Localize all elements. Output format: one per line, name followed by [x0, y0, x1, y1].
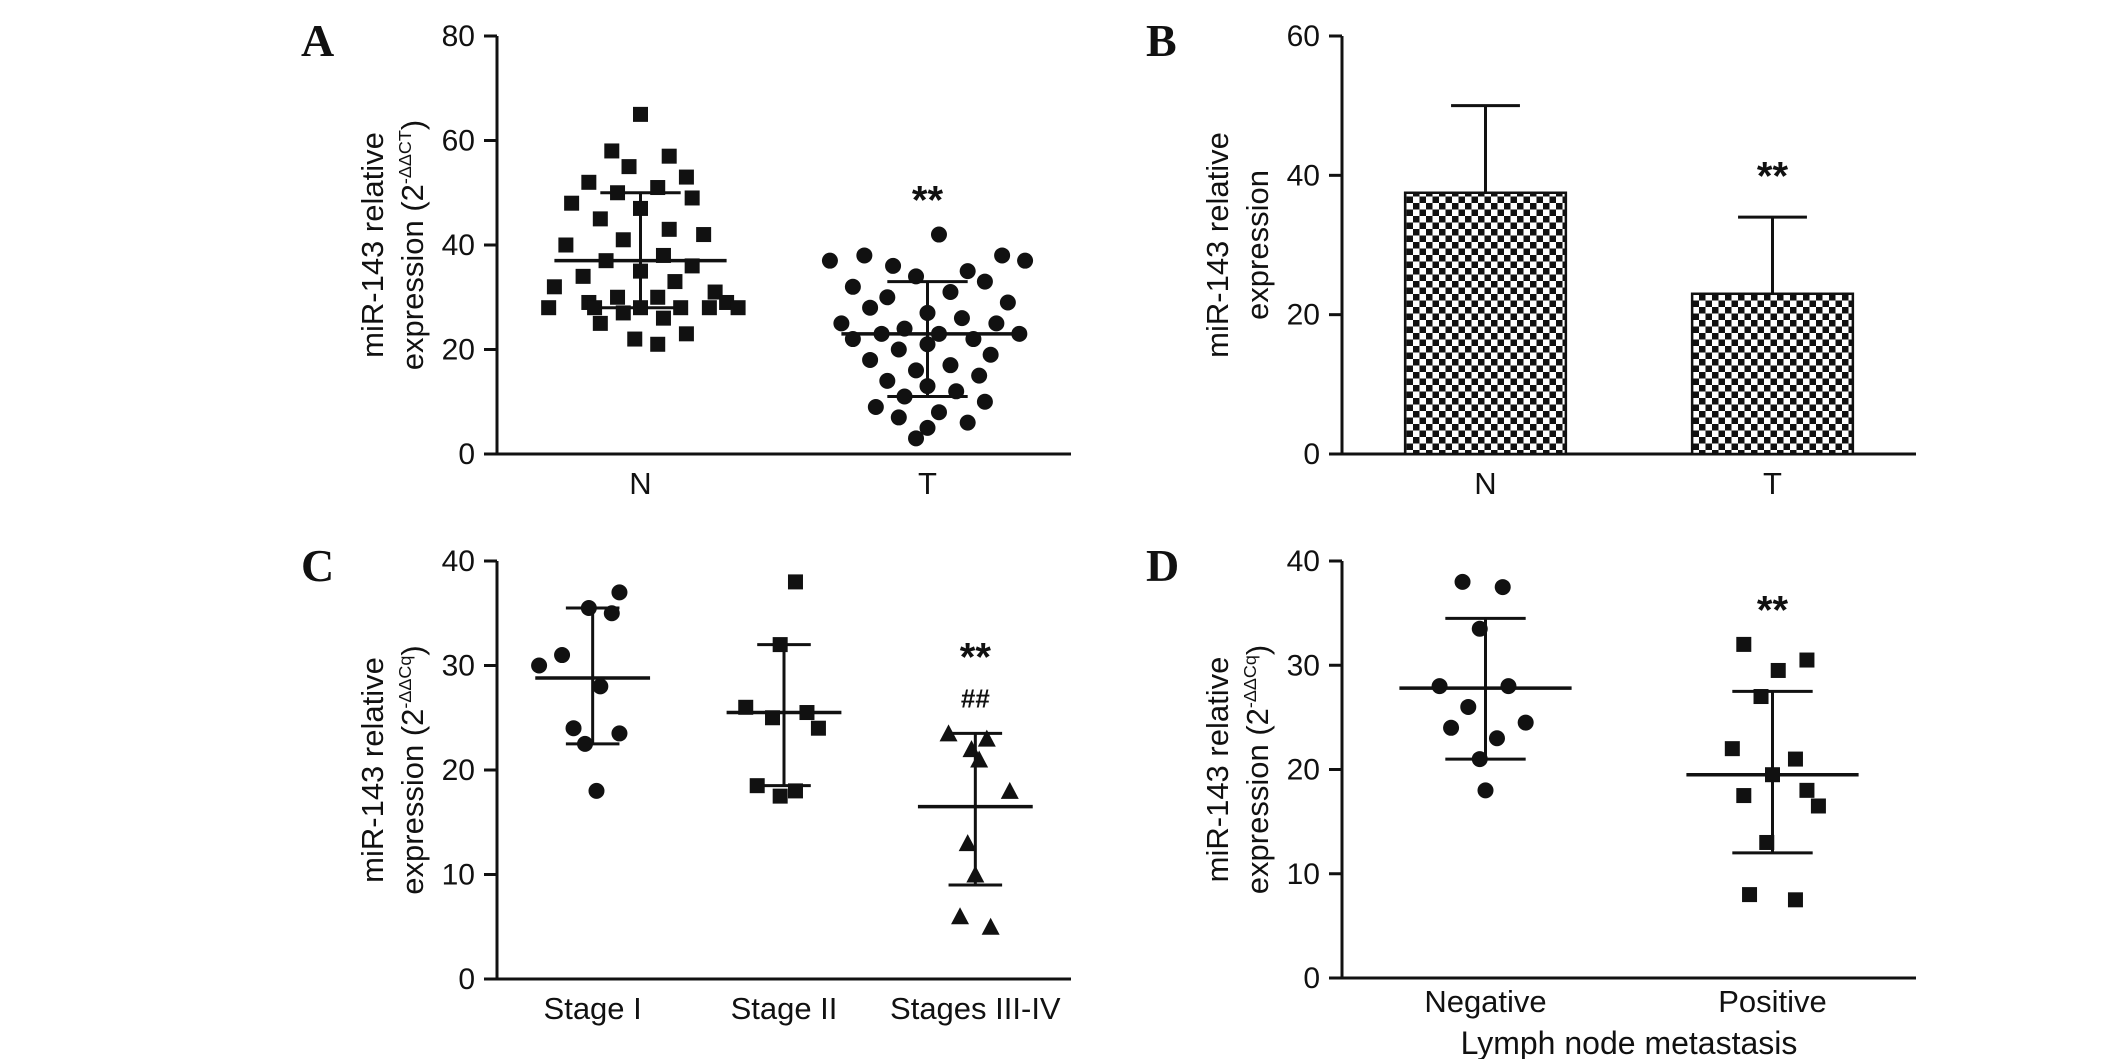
- svg-text:Positive: Positive: [1718, 984, 1827, 1019]
- svg-text:0: 0: [1303, 962, 1320, 995]
- svg-text:expression (2-ΔΔCq): expression (2-ΔΔCq): [1240, 645, 1275, 894]
- svg-text:Lymph node metastasis: Lymph node metastasis: [1461, 1025, 1798, 1059]
- svg-text:0: 0: [458, 438, 475, 471]
- svg-text:Negative: Negative: [1424, 984, 1546, 1019]
- svg-text:20: 20: [1287, 754, 1320, 787]
- panel-a: A 0 20 40 60 80 miR-143 relative expression (2…: [295, 8, 1125, 534]
- svg-text:miR-143 relative: miR-143 relative: [355, 657, 390, 883]
- svg-text:**: **: [1757, 589, 1789, 633]
- svg-text:##: ##: [961, 683, 990, 713]
- svg-text:**: **: [1757, 154, 1789, 198]
- panel-c-letter: C: [301, 540, 335, 591]
- panel-d-letter: D: [1146, 540, 1180, 591]
- panel-d: D 0 10 20 30 40 miR-143 relative expression (2…: [1140, 533, 1970, 1059]
- panel-d-chart: 0 10 20 30 40 miR-143 relative expression (2-Δ…: [1200, 545, 1916, 1059]
- panel-a-chart: 0 20 40 60 80 miR-143 relative expression (2-Δ…: [355, 20, 1071, 501]
- svg-text:10: 10: [1287, 858, 1320, 891]
- svg-text:T: T: [918, 466, 937, 501]
- panel-c: C 0 10 20 30 40 miR-143 relative expression (2…: [295, 533, 1125, 1059]
- svg-text:0: 0: [1303, 438, 1320, 471]
- panel-b: B 0 20 40 60 miR-143 relative expression N T **: [1140, 8, 1970, 534]
- svg-text:miR-143 relative: miR-143 relative: [1200, 132, 1235, 358]
- svg-text:N: N: [1474, 466, 1496, 501]
- svg-text:10: 10: [442, 859, 475, 892]
- svg-text:expression (2-ΔΔCq): expression (2-ΔΔCq): [395, 645, 430, 894]
- svg-text:Stage I: Stage I: [544, 991, 642, 1026]
- svg-text:Stage II: Stage II: [731, 991, 838, 1026]
- svg-text:expression: expression: [1240, 170, 1275, 320]
- svg-text:expression (2-ΔΔCT): expression (2-ΔΔCT): [395, 120, 430, 370]
- panel-c-chart: 0 10 20 30 40 miR-143 relative expression (2-Δ…: [355, 545, 1071, 1026]
- svg-text:**: **: [912, 179, 944, 223]
- panel-b-letter: B: [1146, 15, 1177, 66]
- svg-text:miR-143 relative: miR-143 relative: [1200, 657, 1235, 883]
- svg-text:30: 30: [442, 650, 475, 683]
- svg-text:**: **: [960, 636, 992, 680]
- svg-text:60: 60: [442, 125, 475, 158]
- svg-text:20: 20: [1287, 299, 1320, 332]
- svg-text:T: T: [1763, 466, 1782, 501]
- svg-text:20: 20: [442, 334, 475, 367]
- panel-a-letter: A: [301, 15, 335, 66]
- svg-text:0: 0: [458, 963, 475, 996]
- panel-b-chart: 0 20 40 60 miR-143 relative expression N T **: [1200, 20, 1916, 501]
- svg-text:30: 30: [1287, 649, 1320, 682]
- svg-text:40: 40: [1287, 159, 1320, 192]
- svg-text:Stages III-IV: Stages III-IV: [890, 991, 1061, 1026]
- svg-text:miR-143 relative: miR-143 relative: [355, 132, 390, 358]
- svg-text:80: 80: [442, 20, 475, 53]
- svg-text:40: 40: [442, 545, 475, 578]
- svg-text:40: 40: [442, 229, 475, 262]
- svg-text:20: 20: [442, 754, 475, 787]
- svg-text:40: 40: [1287, 545, 1320, 578]
- svg-text:N: N: [629, 466, 651, 501]
- svg-text:60: 60: [1287, 20, 1320, 53]
